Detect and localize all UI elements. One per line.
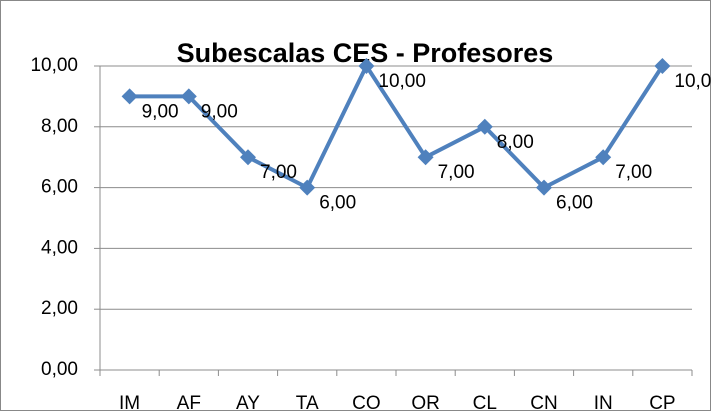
x-tick-label: IN — [594, 393, 613, 412]
x-tick-label: AF — [177, 393, 201, 412]
x-tick-label: CN — [530, 393, 557, 412]
marker — [180, 88, 197, 105]
y-tick-label: 4,00 — [41, 237, 78, 258]
marker — [654, 58, 671, 74]
marker — [299, 179, 316, 196]
marker — [121, 88, 138, 105]
x-tick-label: OR — [411, 393, 440, 412]
marker — [240, 149, 256, 166]
marker — [358, 58, 375, 74]
data-label: 7,00 — [438, 162, 475, 183]
y-tick-label: 0,00 — [41, 359, 78, 380]
y-tick-label: 2,00 — [41, 298, 78, 319]
data-label: 10,00 — [378, 71, 426, 92]
y-tick-label: 8,00 — [41, 116, 78, 137]
marker — [595, 149, 612, 166]
data-label: 9,00 — [201, 101, 238, 122]
data-label: 9,00 — [142, 101, 179, 122]
data-label: 6,00 — [319, 193, 356, 214]
x-tick-label: IM — [119, 393, 140, 412]
x-tick-label: AY — [236, 393, 260, 412]
data-label: 7,00 — [615, 162, 652, 183]
y-tick-label: 10,00 — [30, 55, 78, 76]
y-tick-label: 6,00 — [41, 177, 78, 198]
data-label: 10,00 — [674, 71, 712, 92]
x-tick-label: CP — [649, 393, 675, 412]
marker — [476, 118, 493, 135]
x-tick-label: CL — [473, 393, 497, 412]
x-tick-label: CO — [352, 393, 381, 412]
data-label: 7,00 — [260, 162, 297, 183]
marker — [417, 149, 434, 166]
x-tick-label: TA — [296, 393, 319, 412]
data-label: 6,00 — [556, 193, 593, 214]
marker — [536, 179, 552, 196]
data-label: 8,00 — [497, 132, 534, 153]
series-line — [129, 64, 665, 190]
